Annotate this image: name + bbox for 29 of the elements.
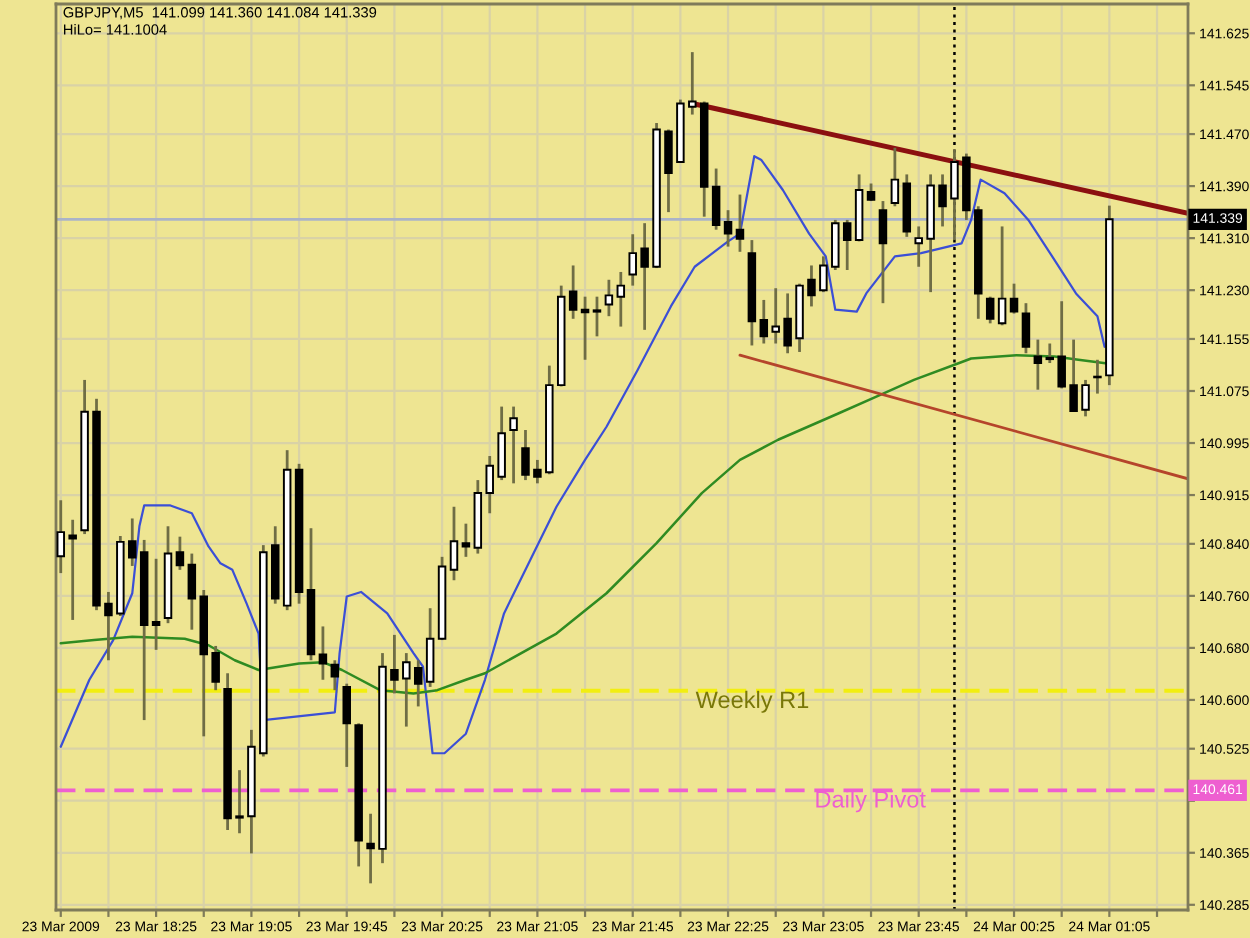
line-series (59, 155, 1106, 755)
candlestick (318, 625, 328, 682)
candlestick (592, 295, 602, 338)
candlestick (616, 270, 626, 328)
candlestick (330, 658, 340, 692)
candlestick (151, 557, 161, 652)
candlestick (1033, 338, 1043, 392)
candlestick (342, 682, 351, 769)
candlestick (985, 295, 995, 325)
candlestick (735, 193, 745, 254)
ref-line-label: Weekly R1 (695, 690, 809, 713)
candlestick (1093, 358, 1102, 395)
ref-line-label: Daily Pivot (816, 790, 926, 813)
candlestick (509, 405, 518, 485)
candlestick (1021, 301, 1031, 355)
candlestick (461, 522, 471, 559)
candlestick (1009, 282, 1019, 315)
candlestick (568, 264, 578, 321)
candlestick (187, 552, 197, 632)
candlestick (449, 505, 459, 582)
candlestick (890, 146, 900, 208)
candlestick (175, 535, 185, 572)
candlestick (723, 208, 733, 248)
candlestick (711, 167, 721, 232)
candlestick (997, 225, 1007, 327)
candlestick (878, 199, 888, 305)
candlestick (604, 278, 614, 318)
candlestick (425, 606, 435, 689)
candlestick (580, 295, 590, 362)
